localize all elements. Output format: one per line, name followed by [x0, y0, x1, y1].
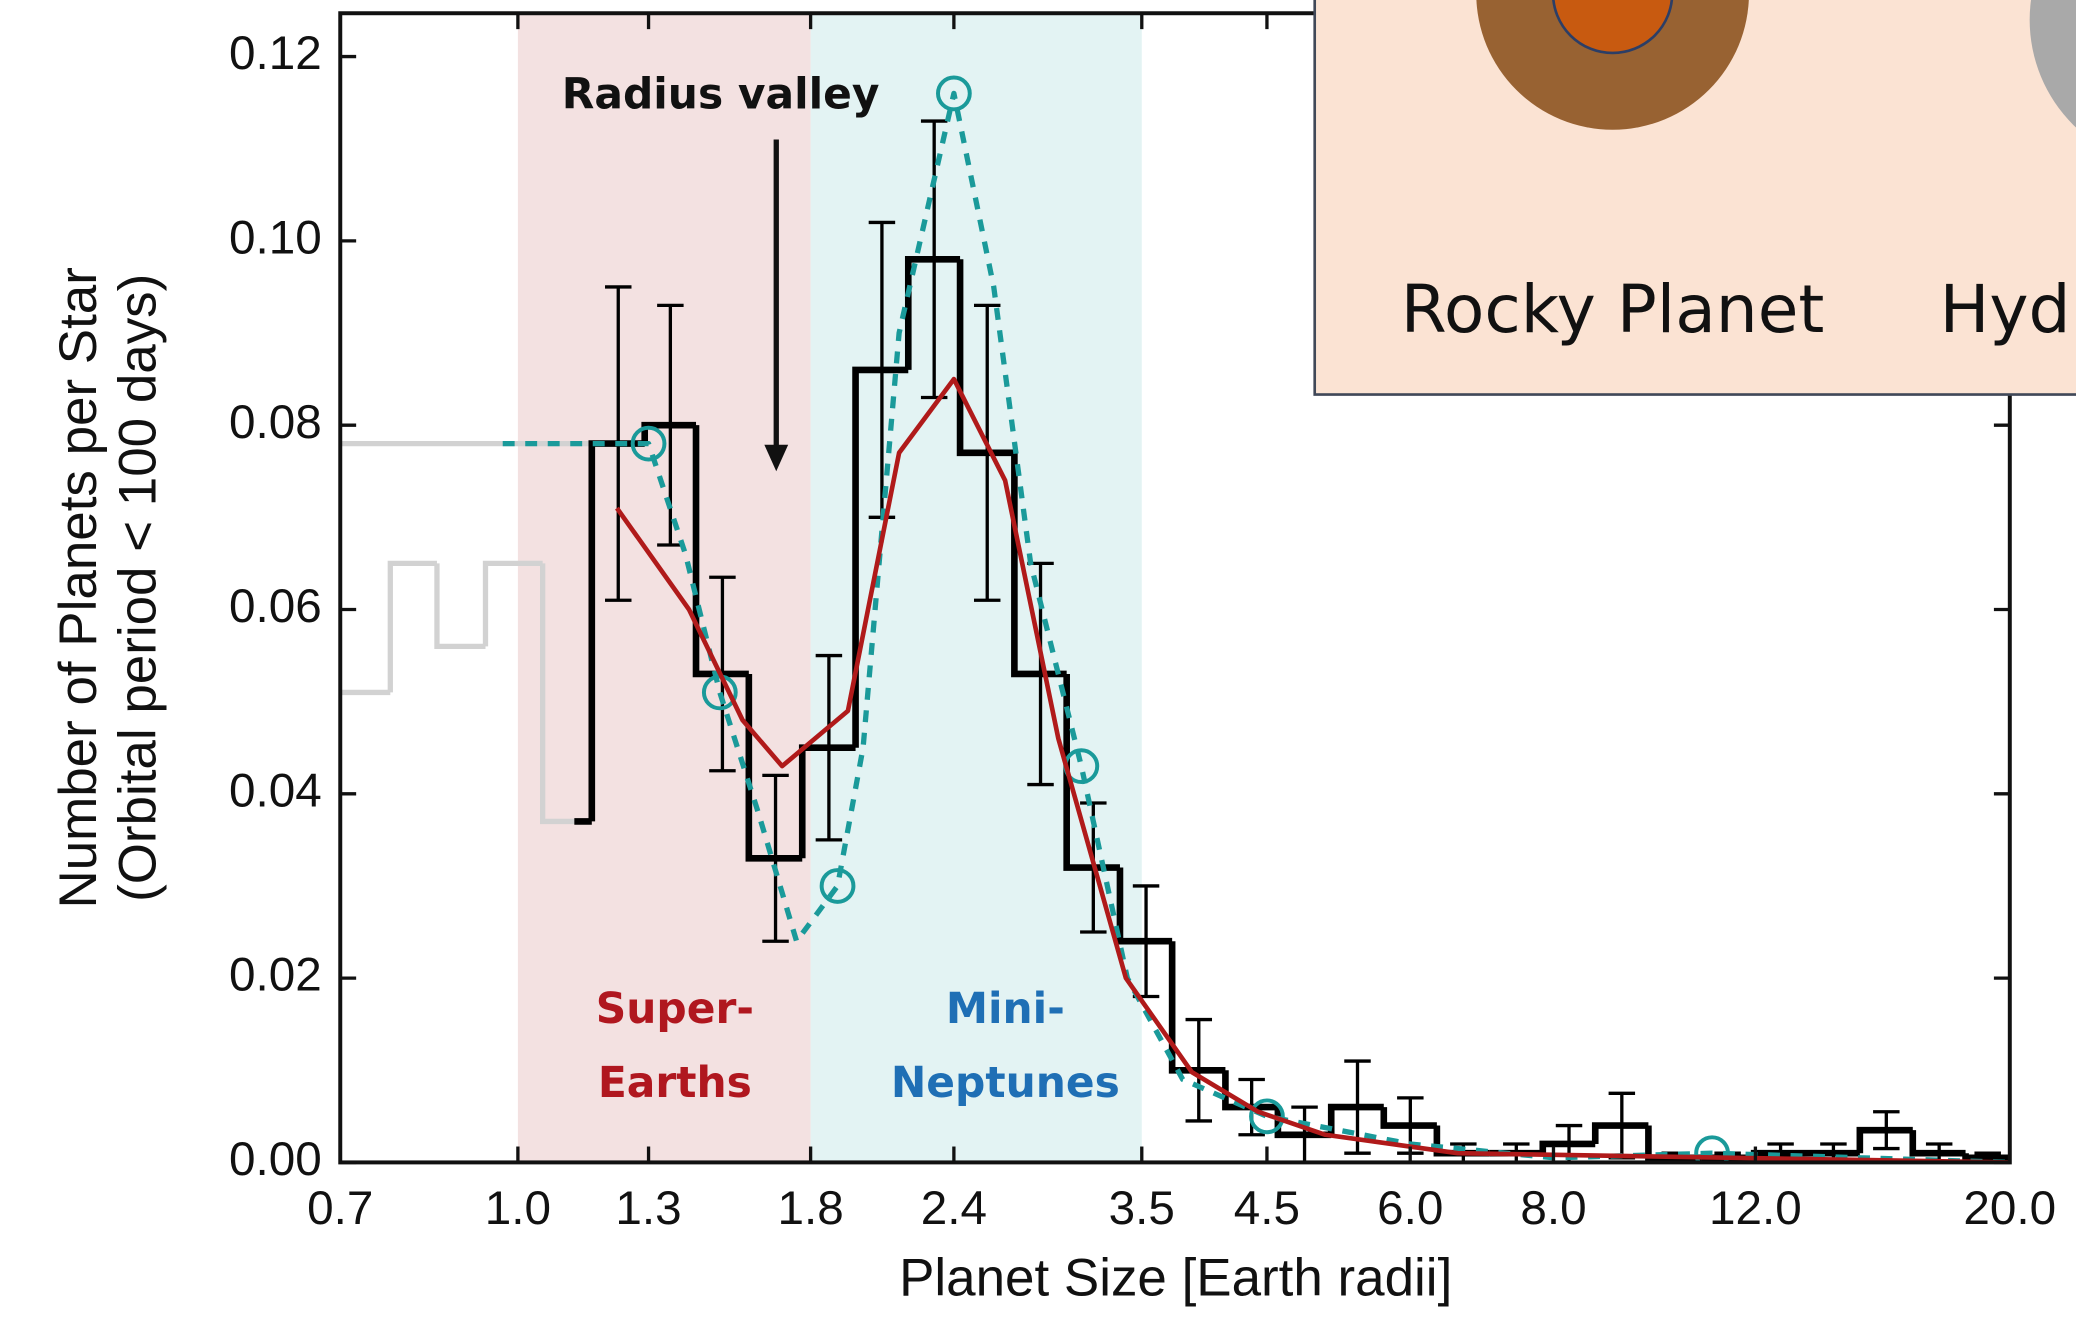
histogram-bar — [387, 560, 437, 693]
x-tick-label: 2.4 — [921, 1182, 987, 1235]
error-bar — [1873, 1110, 1900, 1151]
x-tick-label: 20.0 — [1963, 1182, 2056, 1235]
arrow-head — [764, 444, 789, 472]
plot-area — [340, 13, 2010, 1163]
curve-marker — [1694, 1135, 1730, 1163]
histogram-bar — [434, 563, 486, 649]
error-bar — [1291, 1105, 1318, 1163]
region-label: Super- — [596, 984, 754, 1033]
x-tick-label: 6.0 — [1377, 1182, 1443, 1235]
histogram-bar — [852, 366, 909, 748]
histogram-bar — [1591, 1122, 1649, 1144]
x-tick-label: 4.5 — [1234, 1182, 1300, 1235]
curve-marker — [1249, 1098, 1285, 1135]
histogram-bar — [1327, 1103, 1384, 1135]
histogram-bar — [1168, 941, 1226, 1074]
x-tick-label: 3.5 — [1109, 1182, 1175, 1235]
region-label: Mini- — [946, 984, 1065, 1033]
region — [517, 13, 811, 1163]
y-tick-label: 0.02 — [229, 949, 322, 1002]
gas-planet-icon — [2029, 0, 2076, 128]
y-tick-label: 0.06 — [229, 580, 322, 633]
x-axis-label: Planet Size [Earth radii] — [899, 1249, 1452, 1308]
histogram-bar — [1539, 1140, 1596, 1154]
y-tick-label: 0.00 — [229, 1133, 322, 1186]
histogram-bar — [540, 563, 575, 825]
x-tick-label: 1.8 — [777, 1182, 843, 1235]
y-tick-label: 0.08 — [229, 396, 322, 449]
rocky-planet-icon — [1476, 0, 1749, 130]
region-label: Neptunes — [891, 1058, 1120, 1107]
y-tick-label: 0.04 — [229, 764, 322, 817]
y-tick-label: 0.12 — [229, 27, 322, 80]
histogram-bar — [904, 255, 961, 370]
histogram-bar — [1222, 1070, 1278, 1111]
histogram-bar — [745, 673, 803, 862]
inset-label: Hyd — [1940, 271, 2071, 348]
histogram-bar — [1856, 1126, 1913, 1154]
curve-marker — [936, 75, 972, 112]
error-bar — [815, 653, 843, 842]
x-tick-label: 8.0 — [1520, 1182, 1586, 1235]
axis-frame — [338, 11, 2012, 1165]
histogram-bar — [641, 421, 697, 444]
x-tick-label: 1.0 — [485, 1182, 551, 1235]
axes — [338, 11, 2012, 1165]
error-bar — [973, 303, 1001, 602]
inset-panel: Rocky Planet Hyd — [1313, 0, 2076, 396]
y-axis-label: Number of Planets per Star — [49, 267, 108, 908]
fit-curve — [615, 376, 2010, 1163]
x-tick-label: 1.3 — [615, 1182, 681, 1235]
histogram-bar — [1962, 1153, 2010, 1162]
histogram-bar — [1909, 1130, 1966, 1157]
x-tick-label: 12.0 — [1709, 1182, 1802, 1235]
histogram-bar — [1380, 1107, 1437, 1129]
x-tick-label: 0.7 — [307, 1182, 373, 1235]
curve-marker — [630, 425, 667, 462]
histogram-bar — [692, 425, 749, 678]
annotation-text: Radius valley — [562, 70, 880, 119]
histogram-bar — [1116, 867, 1173, 945]
inset-label: Rocky Planet — [1401, 271, 1825, 348]
y-tick-label: 0.10 — [229, 211, 322, 264]
y-axis-label: (Orbital period < 100 days) — [109, 274, 168, 902]
region-label: Earths — [598, 1058, 752, 1107]
histogram-bar — [482, 560, 543, 647]
curve-marker — [819, 868, 856, 904]
error-bar — [762, 773, 789, 943]
histogram-bar — [956, 259, 1015, 457]
error-bar — [1185, 1017, 1213, 1123]
rocky-core-icon — [1552, 0, 1674, 55]
